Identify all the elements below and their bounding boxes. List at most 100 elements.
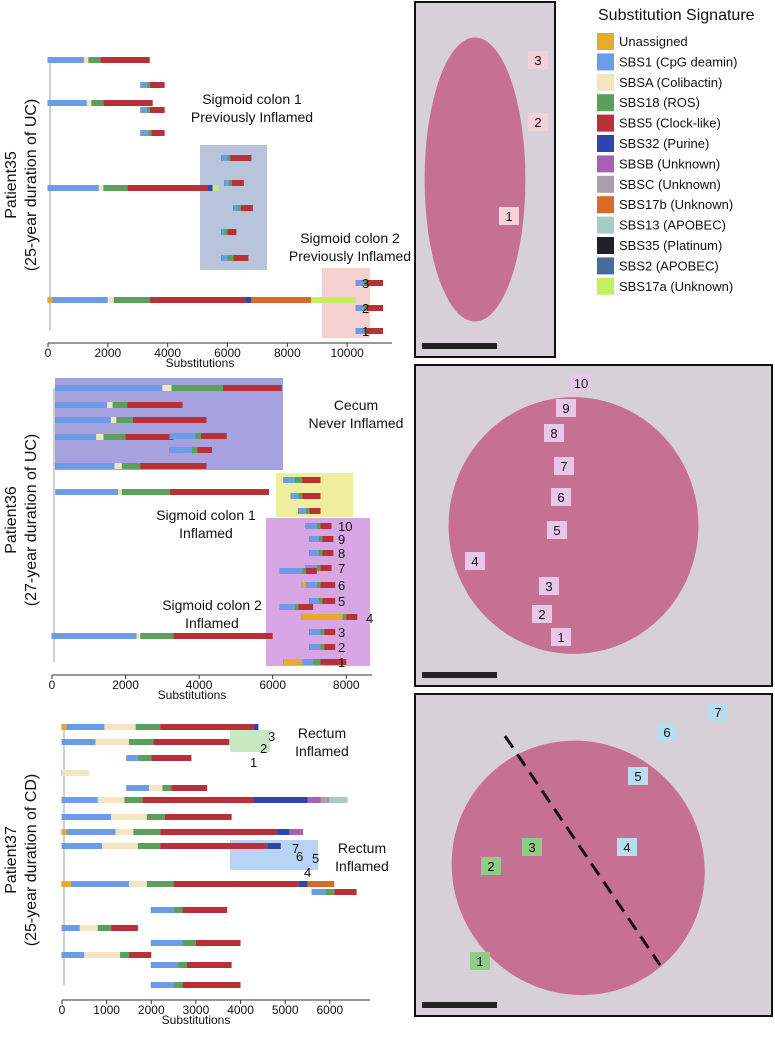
signature-segment bbox=[62, 843, 103, 849]
legend-swatch bbox=[597, 33, 614, 50]
legend-swatch bbox=[597, 216, 614, 234]
image-label-box bbox=[547, 521, 567, 539]
legend-label: SBS18 (ROS) bbox=[619, 95, 700, 110]
signature-segment bbox=[208, 185, 213, 191]
signature-segment bbox=[233, 255, 249, 261]
patient-title: Patient36 bbox=[3, 486, 20, 554]
signature-segment bbox=[305, 523, 317, 529]
image-label-box bbox=[708, 703, 728, 721]
signature-segment bbox=[149, 107, 165, 113]
x-tick-label: 4000 bbox=[186, 678, 213, 692]
signature-segment bbox=[114, 463, 122, 469]
signature-segment bbox=[62, 829, 67, 835]
signature-segment bbox=[86, 100, 92, 106]
x-axis-label: Substitutions bbox=[162, 1013, 231, 1027]
signature-segment bbox=[70, 881, 129, 887]
x-tick-label: 5000 bbox=[272, 1003, 299, 1017]
signature-segment bbox=[98, 185, 104, 191]
x-tick-label: 8000 bbox=[333, 678, 360, 692]
signature-segment bbox=[224, 180, 229, 186]
signature-segment bbox=[182, 940, 196, 946]
legend-label: SBSA (Colibactin) bbox=[619, 75, 722, 90]
signature-segment bbox=[182, 907, 228, 913]
legend-swatch bbox=[597, 73, 614, 91]
signature-segment bbox=[128, 881, 147, 887]
image-label: 6 bbox=[557, 490, 564, 505]
signature-segment bbox=[140, 107, 147, 113]
signature-segment bbox=[298, 508, 306, 514]
signature-segment bbox=[151, 962, 179, 968]
signature-segment bbox=[140, 633, 174, 639]
signature-segment bbox=[100, 57, 150, 63]
signature-segment bbox=[151, 940, 183, 946]
patient-title: Patient37 bbox=[3, 826, 20, 894]
legend-swatch bbox=[597, 175, 614, 193]
signature-segment bbox=[329, 797, 348, 803]
signature-segment bbox=[302, 582, 306, 588]
signature-segment bbox=[153, 739, 230, 745]
leaf-label: 2 bbox=[260, 741, 267, 756]
signature-segment bbox=[309, 644, 321, 650]
legend-swatch bbox=[597, 135, 614, 152]
signature-segment bbox=[149, 82, 165, 88]
signature-segment bbox=[62, 952, 85, 958]
signature-segment bbox=[62, 814, 112, 820]
signature-segment bbox=[62, 770, 89, 776]
signature-segment bbox=[280, 568, 303, 574]
leaf-label: 1 bbox=[250, 755, 257, 770]
signature-segment bbox=[97, 797, 125, 803]
signature-segment bbox=[302, 614, 343, 620]
image-label: 7 bbox=[714, 705, 721, 720]
image-label: 9 bbox=[562, 401, 569, 416]
signature-segment bbox=[146, 107, 150, 113]
leaf-label: 4 bbox=[304, 865, 311, 880]
tissue bbox=[451, 740, 705, 996]
signature-segment bbox=[48, 100, 87, 106]
signature-segment bbox=[136, 633, 141, 639]
legend-swatch bbox=[597, 277, 614, 295]
region-label: Cecum bbox=[334, 397, 378, 413]
signature-segment bbox=[298, 881, 308, 887]
legend-label: SBS5 (Clock-like) bbox=[619, 116, 721, 131]
signature-segment bbox=[148, 130, 152, 136]
signature-segment bbox=[137, 843, 161, 849]
image-label: 3 bbox=[534, 53, 541, 68]
signature-segment bbox=[178, 962, 187, 968]
legend-swatch bbox=[597, 196, 614, 214]
signature-segment bbox=[289, 829, 304, 835]
signature-segment bbox=[103, 434, 126, 440]
x-tick-label: 2000 bbox=[138, 1003, 165, 1017]
image-label-box bbox=[528, 113, 548, 131]
image-label-box bbox=[522, 838, 542, 856]
patient-subtitle: (25-year duration of UC) bbox=[23, 99, 40, 272]
signature-segment bbox=[126, 755, 138, 761]
leaf-label: 1 bbox=[362, 324, 369, 339]
signature-segment bbox=[116, 417, 133, 423]
signature-segment bbox=[133, 829, 161, 835]
signature-segment bbox=[107, 297, 114, 303]
signature-segment bbox=[322, 598, 336, 604]
signature-segment bbox=[84, 952, 121, 958]
signature-segment bbox=[291, 493, 299, 499]
region-label: Inflamed bbox=[295, 743, 349, 759]
image-label: 1 bbox=[505, 209, 512, 224]
signature-segment bbox=[318, 536, 323, 542]
signature-segment bbox=[79, 925, 98, 931]
signature-segment bbox=[48, 185, 99, 191]
signature-segment bbox=[320, 565, 332, 571]
signature-segment bbox=[298, 604, 314, 610]
image-label: 1 bbox=[476, 954, 483, 969]
signature-segment bbox=[55, 434, 97, 440]
signature-segment bbox=[66, 724, 105, 730]
x-tick-label: 0 bbox=[59, 1003, 66, 1017]
x-tick-label: 2000 bbox=[94, 346, 121, 360]
signature-segment bbox=[294, 604, 299, 610]
signature-segment bbox=[363, 305, 367, 311]
signature-segment bbox=[305, 582, 317, 588]
region-label: Sigmoid colon 2 bbox=[300, 230, 400, 246]
signature-segment bbox=[298, 493, 303, 499]
image-label-box bbox=[657, 723, 677, 741]
signature-segment bbox=[363, 328, 367, 334]
signature-segment bbox=[342, 614, 347, 620]
